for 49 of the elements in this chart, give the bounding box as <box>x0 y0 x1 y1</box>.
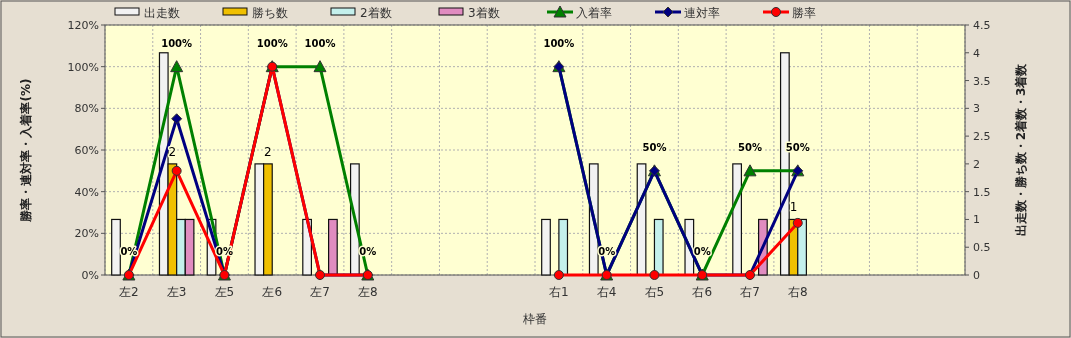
data-label: 100% <box>161 37 193 49</box>
y-tick-label: 40% <box>74 185 99 199</box>
y-tick-label: 120% <box>67 19 99 32</box>
data-label: 100% <box>304 37 336 49</box>
x-tick-label: 左2 <box>119 285 139 299</box>
y2-tick-label: 0 <box>973 269 980 282</box>
y2-tick-label: 1 <box>973 213 980 227</box>
data-label: 2 <box>264 144 272 159</box>
y-tick-label: 100% <box>67 60 99 74</box>
data-label: 0% <box>693 246 711 257</box>
x-tick-label: 右5 <box>644 285 665 299</box>
x-axis-title: 枠番 <box>522 312 547 326</box>
x-tick-label: 右7 <box>740 285 760 299</box>
legend-label: 勝率 <box>792 6 816 20</box>
legend-label: 入着率 <box>576 6 612 20</box>
y2-tick-label: 4 <box>973 46 980 60</box>
data-label: 2 <box>168 144 177 159</box>
x-tick-label: 左7 <box>310 285 330 299</box>
y-tick-label: 80% <box>74 102 99 116</box>
y-axis-title: 勝率・連対率・入着率(%) <box>19 78 33 223</box>
y-tick-label: 60% <box>74 144 99 157</box>
data-label: 100% <box>256 37 288 49</box>
legend-label: 勝ち数 <box>252 6 288 20</box>
legend-label: 連対率 <box>684 6 720 20</box>
x-tick-label: 左6 <box>262 285 283 299</box>
x-tick-label: 右1 <box>549 285 569 299</box>
y-tick-label: 0% <box>81 269 99 282</box>
data-label: 50% <box>642 141 667 153</box>
y2-tick-label: 3 <box>973 102 980 116</box>
y-tick-label: 20% <box>74 227 99 241</box>
y2-tick-label: 2 <box>973 157 980 171</box>
x-tick-label: 左5 <box>214 285 235 299</box>
y2-tick-label: 4.5 <box>973 19 991 32</box>
y2-tick-label: 1.5 <box>973 185 991 199</box>
data-label: 1 <box>789 200 798 215</box>
data-label: 100% <box>543 37 575 49</box>
y2-tick-label: 0.5 <box>973 241 991 255</box>
x-tick-label: 右4 <box>596 285 617 299</box>
y2-tick-label: 3.5 <box>973 74 991 88</box>
x-tick-label: 左8 <box>357 285 378 299</box>
y2-axis-title: 出走数・勝ち数・2着数・3着数 <box>1014 62 1028 237</box>
x-tick-label: 右6 <box>692 285 713 299</box>
legend-label: 3着数 <box>468 6 500 20</box>
legend-label: 2着数 <box>360 6 392 20</box>
y2-tick-label: 2.5 <box>973 130 991 144</box>
x-tick-label: 左3 <box>166 285 187 299</box>
x-tick-label: 右8 <box>787 285 808 299</box>
data-label: 50% <box>738 141 762 153</box>
legend-label: 出走数 <box>144 6 180 20</box>
